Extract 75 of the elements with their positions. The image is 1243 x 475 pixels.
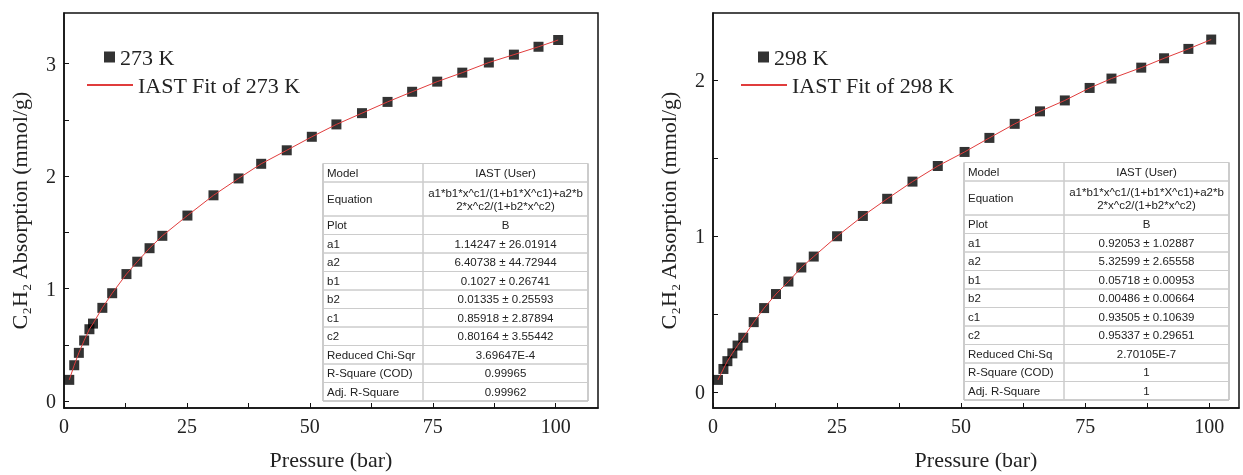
y-tick-label: 2 bbox=[695, 69, 705, 92]
y-tick-label: 2 bbox=[46, 165, 56, 188]
annotation: c1 bbox=[968, 310, 981, 323]
x-tick-label: 75 bbox=[1075, 415, 1096, 437]
point bbox=[712, 374, 723, 385]
annotation: b1 bbox=[968, 273, 981, 286]
legend-label: IAST Fit of 273 K bbox=[138, 72, 301, 98]
y-tick-label: 0 bbox=[695, 381, 705, 404]
annotation: Adj. R-Square bbox=[968, 384, 1041, 397]
x-tick-label: 25 bbox=[827, 415, 848, 437]
annotation: c2 bbox=[327, 330, 340, 343]
annotation: a2 bbox=[327, 256, 340, 269]
annotation: Equation bbox=[327, 193, 373, 205]
y-axis-title: C₂H₂ Absorption (mmol/g) bbox=[6, 91, 32, 330]
annotation: 0.05718 ± 0.00953 bbox=[1098, 273, 1195, 286]
legend-label: IAST Fit of 298 K bbox=[792, 72, 955, 98]
annotation: a2 bbox=[968, 255, 981, 268]
point bbox=[1206, 34, 1217, 45]
point bbox=[553, 35, 564, 46]
annotation: Model bbox=[327, 166, 359, 179]
annotation: B bbox=[501, 219, 510, 232]
x-tick-label: 100 bbox=[1194, 415, 1225, 437]
annotation: IAST (User) bbox=[1116, 165, 1177, 178]
annotation: 1 bbox=[1143, 384, 1150, 397]
annotation: a1 bbox=[327, 237, 340, 250]
annotation: b1 bbox=[327, 274, 340, 287]
annotation: a1*b1*x^c1/(1+b1*X^c1)+a2*b2*x^c2/(1+b2*x^c2) bbox=[428, 186, 583, 212]
annotation: B bbox=[1142, 218, 1151, 231]
annotation: Reduced Chi-Sq bbox=[968, 347, 1053, 360]
annotation: Plot bbox=[327, 219, 348, 232]
x-tick-label: 50 bbox=[299, 415, 320, 437]
annotation: 1.14247 ± 26.01914 bbox=[454, 237, 558, 250]
legend-label: 298 K bbox=[774, 44, 829, 70]
annotation: IAST (User) bbox=[475, 166, 536, 179]
annotation: Model bbox=[968, 165, 1000, 178]
x-tick-label: 50 bbox=[951, 415, 972, 437]
annotation: 0.93505 ± 0.10639 bbox=[1098, 310, 1195, 323]
legend-label: 273 K bbox=[120, 44, 175, 70]
annotation: 0.99962 bbox=[484, 385, 527, 398]
annotation: 0.95337 ± 0.29651 bbox=[1098, 329, 1195, 342]
x-tick-label: 25 bbox=[176, 415, 197, 437]
annotation: c2 bbox=[968, 329, 981, 342]
point bbox=[64, 374, 75, 385]
y-tick-label: 1 bbox=[695, 225, 705, 248]
annotation: 0.01335 ± 0.25593 bbox=[457, 293, 554, 306]
x-axis-title: Pressure (bar) bbox=[269, 446, 393, 472]
annotation: b2 bbox=[327, 293, 340, 306]
annotation: 0.80164 ± 3.55442 bbox=[457, 330, 554, 343]
annotation: 5.32599 ± 2.65558 bbox=[1098, 255, 1195, 268]
y-tick-label: 0 bbox=[46, 390, 56, 413]
x-tick-label: 100 bbox=[540, 415, 571, 437]
annotation: R-Square (COD) bbox=[968, 366, 1054, 379]
annotation: 2.70105E-7 bbox=[1116, 347, 1177, 360]
annotation: 3.69647E-4 bbox=[475, 348, 536, 361]
x-tick-label: 75 bbox=[422, 415, 443, 437]
annotation: Equation bbox=[968, 192, 1014, 204]
annotation: Reduced Chi-Sqr bbox=[327, 348, 416, 361]
annotation: 0.1027 ± 0.26741 bbox=[460, 274, 551, 287]
annotation: a1 bbox=[968, 236, 981, 249]
annotation: R-Square (COD) bbox=[327, 367, 413, 380]
annotation: b2 bbox=[968, 292, 981, 305]
y-axis-title: C₂H₂ Absorption (mmol/g) bbox=[655, 91, 681, 330]
annotation: 0.92053 ± 1.02887 bbox=[1098, 236, 1195, 249]
annotation: 1 bbox=[1143, 366, 1150, 379]
y-tick-label: 1 bbox=[46, 277, 56, 300]
annotation: 0.00486 ± 0.00664 bbox=[1098, 292, 1196, 305]
y-tick-label: 3 bbox=[46, 52, 56, 75]
annotation: a1*b1*x^c1/(1+b1*X^c1)+a2*b2*x^c2/(1+b2*x^c2) bbox=[1069, 185, 1224, 211]
annotation: 0.85918 ± 2.87894 bbox=[457, 311, 555, 324]
annotation: 6.40738 ± 44.72944 bbox=[454, 256, 558, 269]
x-axis-title: Pressure (bar) bbox=[914, 446, 1038, 472]
annotation: Adj. R-Square bbox=[327, 385, 400, 398]
annotation: c1 bbox=[327, 311, 340, 324]
annotation: 0.99965 bbox=[484, 367, 527, 380]
annotation: Plot bbox=[968, 218, 989, 231]
